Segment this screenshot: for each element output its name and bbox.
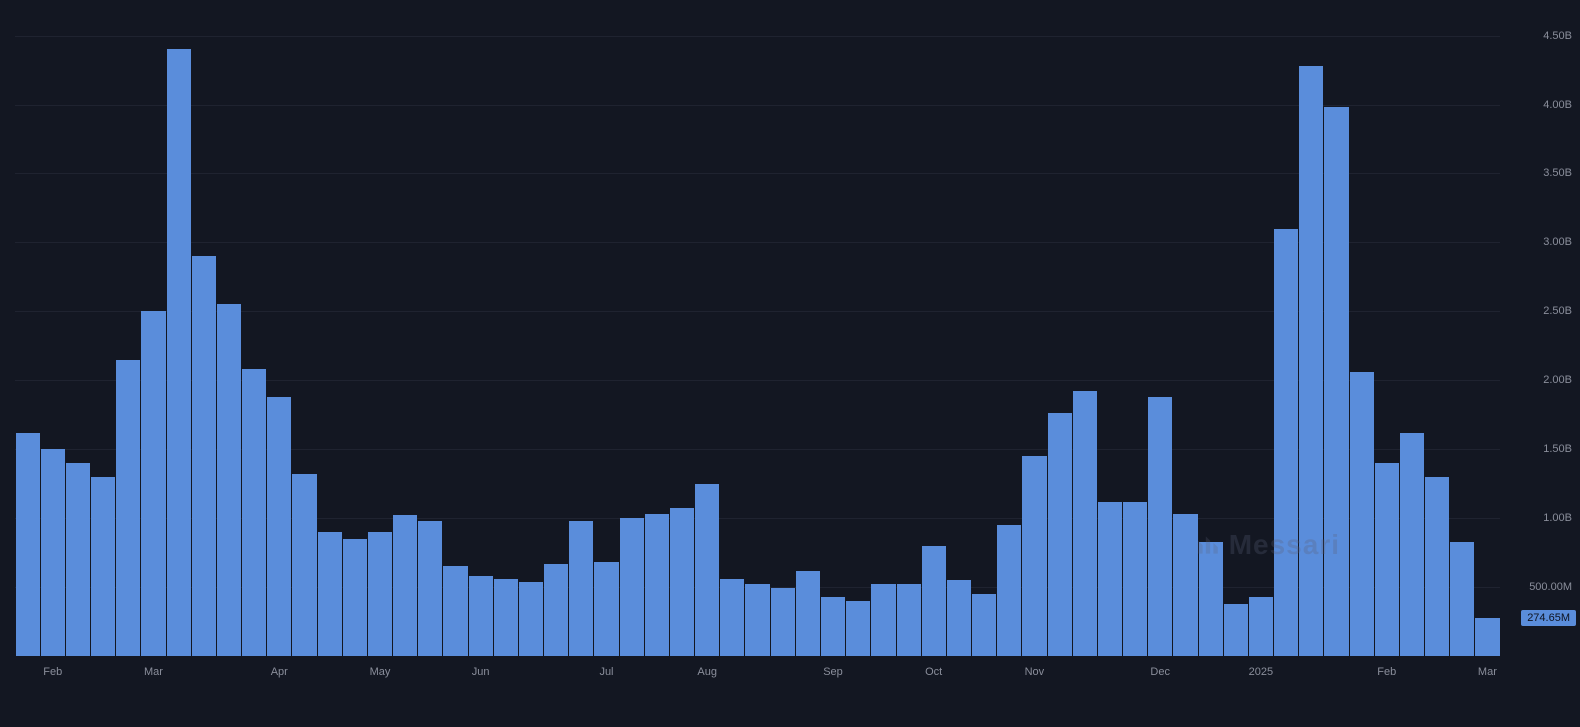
bar[interactable] — [1048, 413, 1072, 656]
bar[interactable] — [368, 532, 392, 656]
bar[interactable] — [443, 566, 467, 656]
bar[interactable] — [871, 584, 895, 656]
bar[interactable] — [1400, 433, 1424, 656]
bar[interactable] — [1073, 391, 1097, 656]
y-tick-label: 1.00B — [1543, 512, 1572, 524]
y-tick-label: 4.00B — [1543, 99, 1572, 111]
bar[interactable] — [594, 562, 618, 656]
bar[interactable] — [796, 571, 820, 656]
bar[interactable] — [167, 49, 191, 656]
y-tick-label: 2.00B — [1543, 374, 1572, 386]
bar[interactable] — [494, 579, 518, 656]
bar[interactable] — [821, 597, 845, 656]
bar[interactable] — [1224, 604, 1248, 656]
x-tick-label: Oct — [925, 666, 942, 678]
y-tick-label: 3.00B — [1543, 236, 1572, 248]
current-value-label: 274.65M — [1527, 612, 1570, 624]
bar[interactable] — [217, 304, 241, 656]
bar[interactable] — [771, 588, 795, 656]
bar[interactable] — [947, 580, 971, 656]
bar[interactable] — [997, 525, 1021, 656]
bar[interactable] — [343, 539, 367, 656]
bar[interactable] — [91, 477, 115, 656]
bar[interactable] — [645, 514, 669, 656]
current-value-badge: 274.65M — [1521, 610, 1576, 626]
bar[interactable] — [192, 256, 216, 656]
bar[interactable] — [418, 521, 442, 656]
y-tick-label: 3.50B — [1543, 167, 1572, 179]
bar[interactable] — [292, 474, 316, 656]
x-axis: Feb Mar Apr May Jun Jul Aug Sep Oct Nov Dec 2025 Feb… — [15, 662, 1500, 692]
y-tick-label: 500.00M — [1529, 581, 1572, 593]
bar[interactable] — [41, 449, 65, 656]
bar[interactable] — [897, 584, 921, 656]
bar[interactable] — [1375, 463, 1399, 656]
bar[interactable] — [1148, 397, 1172, 656]
x-tick-label: Nov — [1025, 666, 1045, 678]
bar[interactable] — [1350, 372, 1374, 656]
bar[interactable] — [569, 521, 593, 656]
bar[interactable] — [267, 397, 291, 656]
watermark-text: Messari — [1229, 529, 1340, 561]
x-tick-label: Mar — [1478, 666, 1497, 678]
bar[interactable] — [66, 463, 90, 656]
x-tick-label: Mar — [144, 666, 163, 678]
x-tick-label: 2025 — [1249, 666, 1273, 678]
bar[interactable] — [1425, 477, 1449, 656]
watermark: Messari — [1195, 529, 1340, 561]
x-tick-label: Jun — [472, 666, 490, 678]
bar[interactable] — [972, 594, 996, 656]
x-tick-label: Feb — [1377, 666, 1396, 678]
bar[interactable] — [1098, 502, 1122, 656]
y-tick-label: 2.50B — [1543, 305, 1572, 317]
plot-area[interactable]: Messari — [15, 8, 1500, 656]
bar[interactable] — [16, 433, 40, 656]
messari-logo-icon — [1195, 532, 1221, 558]
bar[interactable] — [519, 582, 543, 656]
x-tick-label: Aug — [697, 666, 717, 678]
bar[interactable] — [242, 369, 266, 656]
bar[interactable] — [318, 532, 342, 656]
bar[interactable] — [1249, 597, 1273, 656]
bar[interactable] — [1299, 66, 1323, 656]
bar[interactable] — [1324, 107, 1348, 656]
bar[interactable] — [1123, 502, 1147, 656]
bar[interactable] — [116, 360, 140, 656]
bar[interactable] — [745, 584, 769, 656]
y-tick-label: 1.50B — [1543, 443, 1572, 455]
bar[interactable] — [1274, 229, 1298, 656]
x-tick-label: Apr — [271, 666, 288, 678]
bar[interactable] — [141, 311, 165, 656]
y-tick-label: 4.50B — [1543, 30, 1572, 42]
bar[interactable] — [620, 518, 644, 656]
bar[interactable] — [695, 484, 719, 656]
x-tick-label: Jul — [599, 666, 613, 678]
bar[interactable] — [846, 601, 870, 656]
bar[interactable] — [544, 564, 568, 656]
bar[interactable] — [469, 576, 493, 656]
bar[interactable] — [670, 508, 694, 656]
volume-bar-chart: Messari 500.00M 1.00B 1.50B 2.00B 2.50B 3.00B… — [0, 0, 1580, 727]
x-tick-label: Feb — [43, 666, 62, 678]
bar[interactable] — [1450, 542, 1474, 656]
y-axis: 500.00M 1.00B 1.50B 2.00B 2.50B 3.00B 3.50B 4.0… — [1500, 8, 1580, 656]
x-tick-label: Sep — [823, 666, 843, 678]
x-tick-label: Dec — [1150, 666, 1170, 678]
bar[interactable] — [922, 546, 946, 656]
x-tick-label: May — [370, 666, 391, 678]
bar[interactable] — [720, 579, 744, 656]
bar[interactable] — [393, 515, 417, 656]
bar[interactable] — [1475, 618, 1499, 656]
bar[interactable] — [1022, 456, 1046, 656]
